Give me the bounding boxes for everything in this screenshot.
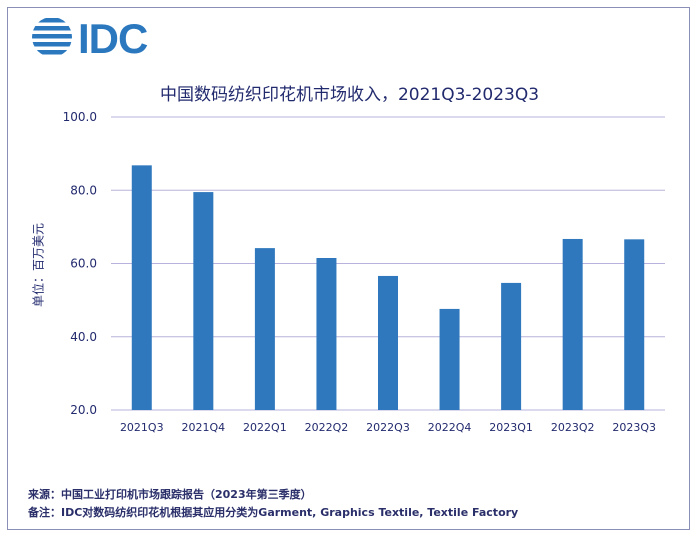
chart-title: 中国数码纺织印花机市场收入，2021Q3-2023Q3 (159, 85, 540, 105)
bar (131, 165, 152, 410)
x-tick-label: 2022Q4 (428, 421, 472, 434)
x-tick-label: 2021Q3 (120, 421, 164, 434)
y-tick-label: 40.0 (70, 330, 97, 344)
x-tick-label: 2022Q3 (366, 421, 410, 434)
idc-logo: IDC (30, 14, 165, 64)
y-tick-label: 100.0 (63, 110, 97, 124)
bar (193, 192, 214, 410)
y-tick-label: 60.0 (70, 257, 97, 271)
bar (562, 238, 583, 410)
bar (439, 308, 460, 410)
y-tick-label: 20.0 (70, 403, 97, 417)
bar (316, 258, 337, 410)
x-tick-label: 2021Q4 (182, 421, 226, 434)
x-tick-label: 2023Q1 (489, 421, 533, 434)
source-note: 来源：中国工业打印机市场跟踪报告（2023年第三季度） (28, 488, 312, 501)
chart-frame (7, 7, 690, 530)
y-tick-label: 80.0 (70, 183, 97, 197)
bar (624, 239, 645, 410)
x-tick-label: 2023Q3 (612, 421, 656, 434)
x-tick-label: 2023Q2 (551, 421, 595, 434)
bar (378, 275, 398, 410)
bar (501, 282, 522, 410)
svg-text:IDC: IDC (78, 15, 148, 60)
x-tick-label: 2022Q2 (305, 421, 349, 434)
bar (254, 248, 275, 410)
remark-note: 备注：IDC对数码纺织印花机根据其应用分类为Garment, Graphics … (28, 506, 519, 519)
x-tick-label: 2022Q1 (243, 421, 287, 434)
